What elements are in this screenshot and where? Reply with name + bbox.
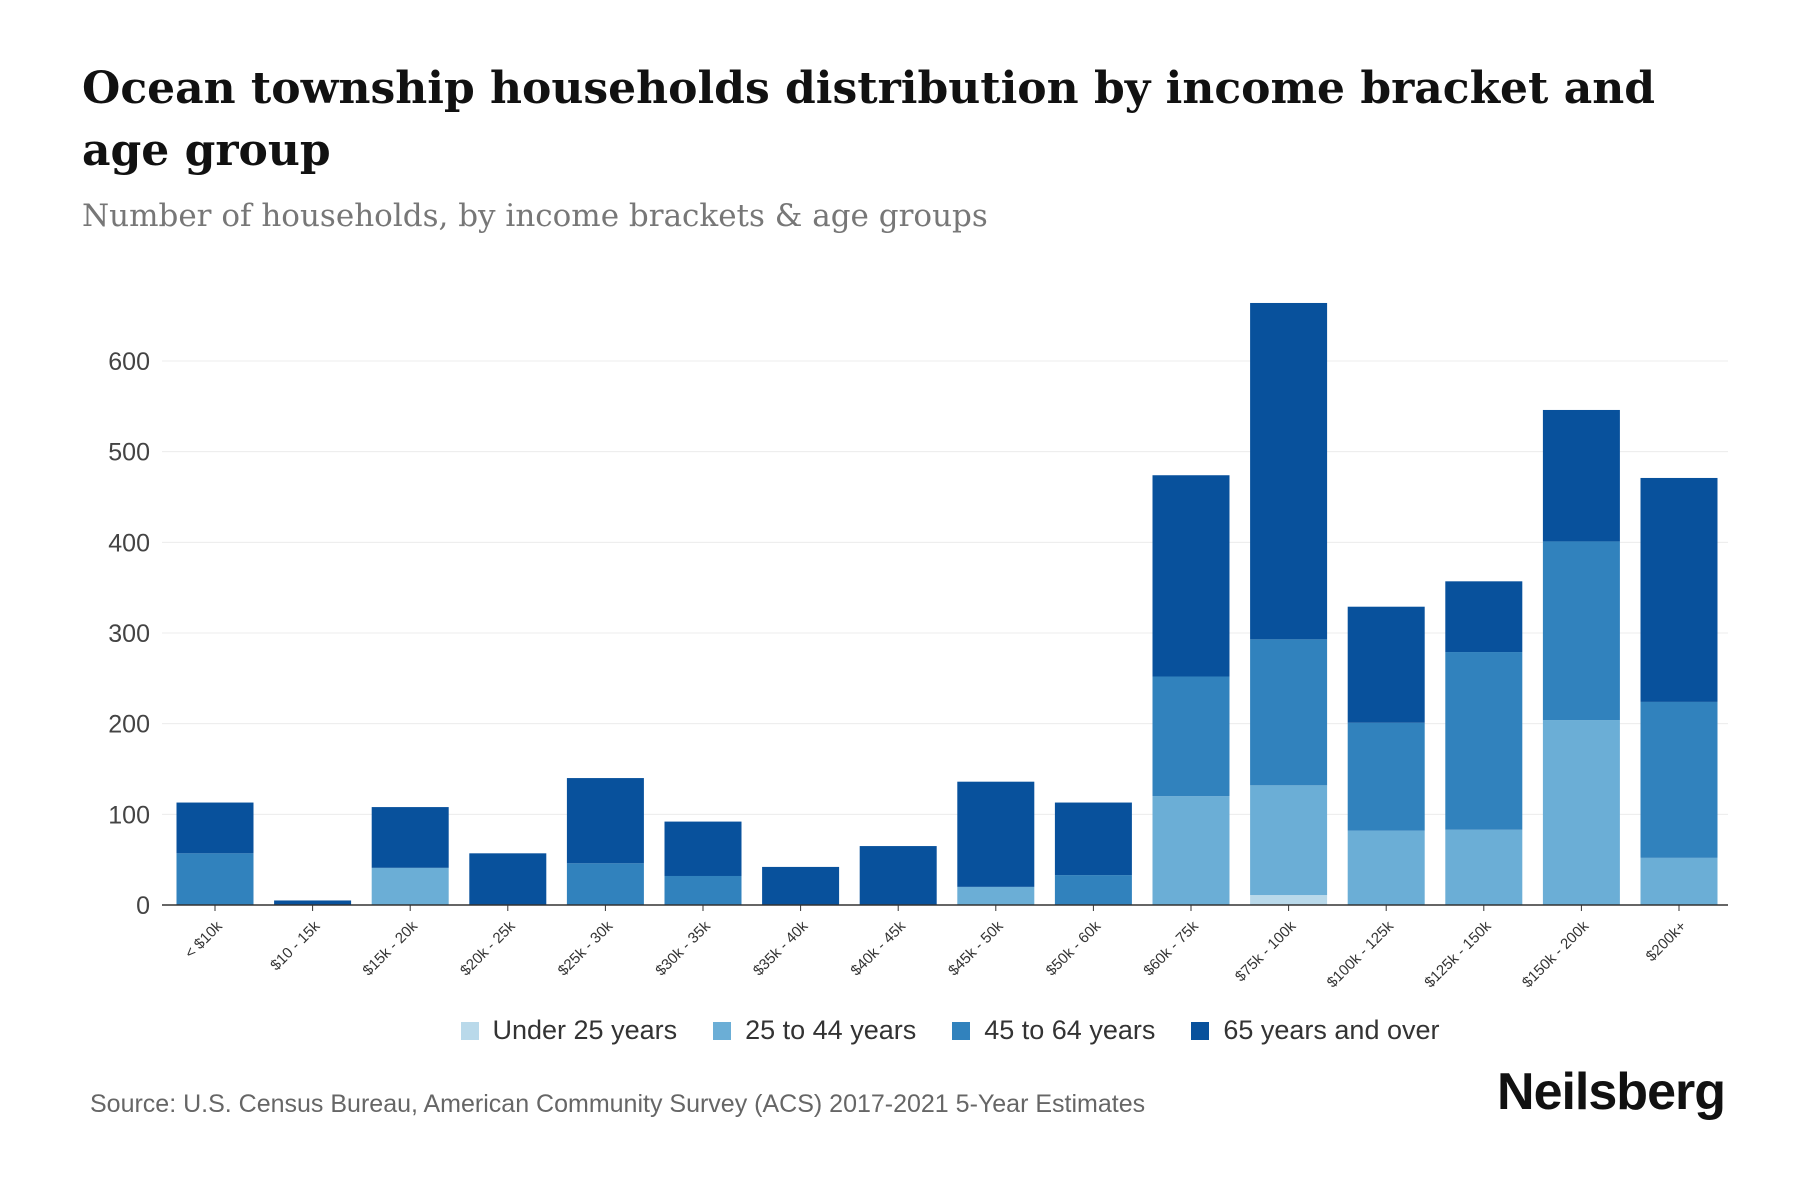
bar-segment xyxy=(1640,477,1718,702)
legend-swatch xyxy=(1191,1021,1210,1040)
bar-segment xyxy=(1445,652,1523,830)
bar-segment xyxy=(1054,802,1132,876)
bar-segment xyxy=(762,866,840,905)
bar-segment xyxy=(1347,830,1425,905)
bar-segment xyxy=(664,821,742,876)
y-tick-label: 0 xyxy=(136,892,150,920)
bar-segment xyxy=(1347,606,1425,723)
legend-swatch xyxy=(460,1021,479,1040)
x-tick-label: $150k - 200k xyxy=(1519,917,1593,991)
y-tick-label: 100 xyxy=(108,801,150,829)
bar-segment xyxy=(1152,676,1230,797)
x-tick-label: < $10k xyxy=(182,917,227,962)
x-tick-label: $75k - 100k xyxy=(1232,917,1300,985)
bar-segment xyxy=(957,886,1035,905)
bar-segment xyxy=(176,853,254,905)
x-tick-label: $125k - 150k xyxy=(1421,917,1495,991)
bar-segment xyxy=(1542,409,1620,542)
x-tick-label: $100k - 125k xyxy=(1324,917,1398,991)
bar-segment xyxy=(1250,895,1328,905)
source-note: Source: U.S. Census Bureau, American Com… xyxy=(90,1090,1146,1118)
y-tick-label: 400 xyxy=(108,529,150,557)
bar-segment xyxy=(566,778,644,864)
x-tick-label: $45k - 50k xyxy=(945,917,1007,979)
bar-segment xyxy=(371,807,449,868)
bar-segment xyxy=(859,846,937,905)
y-tick-label: 600 xyxy=(108,348,150,376)
bar-segment xyxy=(1542,720,1620,905)
bar-segment xyxy=(274,900,352,905)
x-tick-label: $15k - 20k xyxy=(359,917,421,979)
y-tick-label: 200 xyxy=(108,711,150,739)
bar-segment xyxy=(1250,302,1328,640)
y-tick-label: 500 xyxy=(108,439,150,467)
legend-item: 25 to 44 years xyxy=(713,1015,916,1046)
bar-segment xyxy=(1152,475,1230,677)
bar-segment xyxy=(1250,639,1328,786)
bar-segment xyxy=(1640,701,1718,858)
bar-segment xyxy=(1152,796,1230,905)
bar-segment xyxy=(664,875,742,905)
legend-label: Under 25 years xyxy=(492,1015,678,1045)
legend-label: 45 to 64 years xyxy=(984,1015,1156,1045)
x-tick-label: $35k - 40k xyxy=(750,917,812,979)
bar-segment xyxy=(566,863,644,905)
bar-segment xyxy=(469,853,547,905)
bar-segment xyxy=(1640,857,1718,905)
legend-item: 65 years and over xyxy=(1191,1015,1440,1046)
x-tick-label: $20k - 25k xyxy=(457,917,519,979)
neilsberg-logo: Neilsberg xyxy=(1497,1063,1726,1121)
x-tick-label: $60k - 75k xyxy=(1140,917,1202,979)
chart-subtitle: Number of households, by income brackets… xyxy=(82,198,988,234)
y-tick-label: 300 xyxy=(108,620,150,648)
legend-item: 45 to 64 years xyxy=(952,1015,1155,1046)
x-tick-label: $40k - 45k xyxy=(847,917,909,979)
x-tick-label: $200k+ xyxy=(1643,918,1690,965)
legend-label: 25 to 44 years xyxy=(745,1015,917,1045)
chart-title: Ocean township households distribution b… xyxy=(82,63,1655,176)
legend-item: Under 25 years xyxy=(460,1015,678,1046)
x-tick-label: $30k - 35k xyxy=(652,917,714,979)
x-tick-label: $10 - 15k xyxy=(267,917,324,974)
bar-segment xyxy=(176,802,254,854)
bar-segment xyxy=(1250,785,1328,896)
legend-label: 65 years and over xyxy=(1223,1015,1440,1045)
x-tick-label: $25k - 30k xyxy=(555,917,617,979)
legend-swatch xyxy=(952,1021,971,1040)
bar-segment xyxy=(1347,722,1425,831)
bar-segment xyxy=(1542,541,1620,721)
bar-segment xyxy=(371,867,449,905)
x-tick-label: $50k - 60k xyxy=(1043,917,1105,979)
bar-segment xyxy=(1445,829,1523,905)
legend-swatch xyxy=(713,1021,732,1040)
stacked-bar-chart: 0 100 200 300 400 500 600 < $10k $10 - 15k $15k -… xyxy=(108,302,1728,991)
bar-segment xyxy=(1054,875,1132,905)
bar-segment xyxy=(957,781,1035,887)
legend: Under 25 years 25 to 44 years 45 to 64 yea… xyxy=(0,1015,1800,1046)
bar-segment xyxy=(1445,581,1523,653)
